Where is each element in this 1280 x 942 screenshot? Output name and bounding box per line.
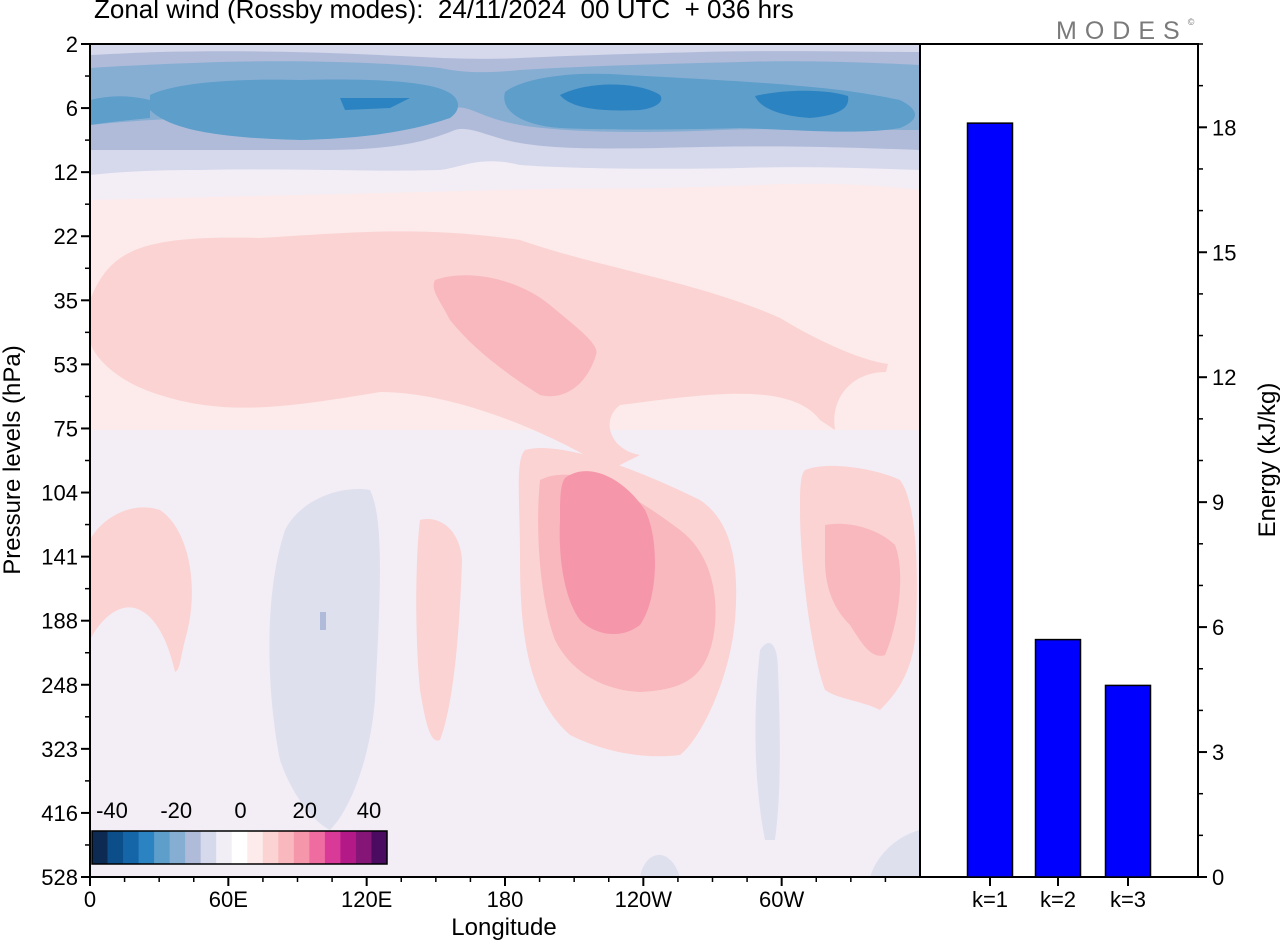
colorbar-swatch: [92, 831, 109, 864]
colorbar-swatch: [185, 831, 202, 864]
x-tick-label: 120W: [615, 887, 673, 912]
energy-tick-label: 15: [1212, 240, 1236, 265]
y-tick-label: 323: [41, 737, 78, 762]
colorbar-frame: [91, 830, 388, 865]
colorbar-swatch: [324, 831, 341, 864]
logo-mark: ©: [1187, 17, 1195, 27]
y-tick-label: 104: [41, 481, 78, 506]
energy-tick-label: 9: [1212, 490, 1224, 515]
x-tick-label: 0: [84, 887, 96, 912]
x-axis-title: Longitude: [451, 914, 556, 941]
y-tick-label: 188: [41, 609, 78, 634]
modes-logo: MODES©: [1056, 17, 1194, 46]
y-tick-label: 2: [66, 32, 78, 57]
y-tick-label: 35: [54, 288, 78, 313]
colorbar-swatch: [107, 831, 124, 864]
y-tick-label: 6: [66, 96, 78, 121]
y-tick-label: 22: [54, 224, 78, 249]
energy-axis-title: Energy (kJ/kg): [1254, 383, 1280, 538]
x-tick-label: 180: [487, 887, 524, 912]
y-tick-label: 53: [54, 352, 78, 377]
logo-text: MODES: [1056, 17, 1188, 45]
energy-tick-label: 3: [1212, 740, 1224, 765]
colorbar: [91, 830, 388, 865]
energy-tick-label: 6: [1212, 615, 1224, 640]
y-tick-label: 248: [41, 673, 78, 698]
colorbar-swatch: [169, 831, 186, 864]
x-tick-label: 60W: [759, 887, 804, 912]
colorbar-swatch: [231, 831, 248, 864]
x-tick-label: 120E: [341, 887, 392, 912]
energy-tick-label: 12: [1212, 365, 1236, 390]
colorbar-label: 0: [234, 798, 246, 823]
colorbar-label: 20: [293, 798, 317, 823]
y-tick-label: 416: [41, 801, 78, 826]
colorbar-labels: -40 -20 0 20 40: [96, 798, 381, 823]
x-tick-label: 60E: [209, 887, 248, 912]
bar: [1104, 684, 1152, 878]
colorbar-swatch: [262, 831, 279, 864]
bar-category-label: k=1: [972, 887, 1008, 912]
energy-bars: [966, 122, 1152, 878]
colorbar-label: -40: [96, 798, 128, 823]
colorbar-swatch: [200, 831, 217, 864]
colorbar-swatch: [138, 831, 155, 864]
colorbar-swatch: [123, 831, 140, 864]
heatmap-y-axis: 2 6 12 22 35 53 75 104 141 188 248 323 416 528: [41, 32, 90, 890]
bar-y-axis: 0 3 6 9 12 15 18: [1198, 43, 1236, 890]
bar-x-axis: k=1 k=2 k=3: [972, 877, 1146, 912]
bar: [966, 122, 1014, 878]
heatmap-field: [90, 44, 920, 877]
energy-tick-label: 18: [1212, 115, 1236, 140]
chart-title: Zonal wind (Rossby modes): 24/11/2024 00…: [94, 0, 794, 24]
colorbar-swatch: [154, 831, 171, 864]
heatmap-x-axis: 0 60E 120E 180 120W 60W: [84, 877, 887, 912]
colorbar-swatch: [355, 831, 372, 864]
colorbar-label: 40: [357, 798, 381, 823]
y-tick-label: 528: [41, 865, 78, 890]
colorbar-swatch: [278, 831, 295, 864]
y-tick-label: 12: [54, 160, 78, 185]
colorbar-label: -20: [160, 798, 192, 823]
bar-category-label: k=2: [1040, 887, 1076, 912]
colorbar-swatch: [309, 831, 326, 864]
y-axis-title: Pressure levels (hPa): [0, 345, 26, 574]
colorbar-swatch: [340, 831, 357, 864]
bar: [1034, 638, 1082, 878]
energy-tick-label: 0: [1212, 865, 1224, 890]
colorbar-swatch: [293, 831, 310, 864]
colorbar-swatch: [371, 831, 388, 864]
colorbar-swatch: [247, 831, 264, 864]
y-tick-label: 75: [54, 416, 78, 441]
colorbar-swatch: [216, 831, 233, 864]
y-tick-label: 141: [41, 545, 78, 570]
bar-category-label: k=3: [1110, 887, 1146, 912]
